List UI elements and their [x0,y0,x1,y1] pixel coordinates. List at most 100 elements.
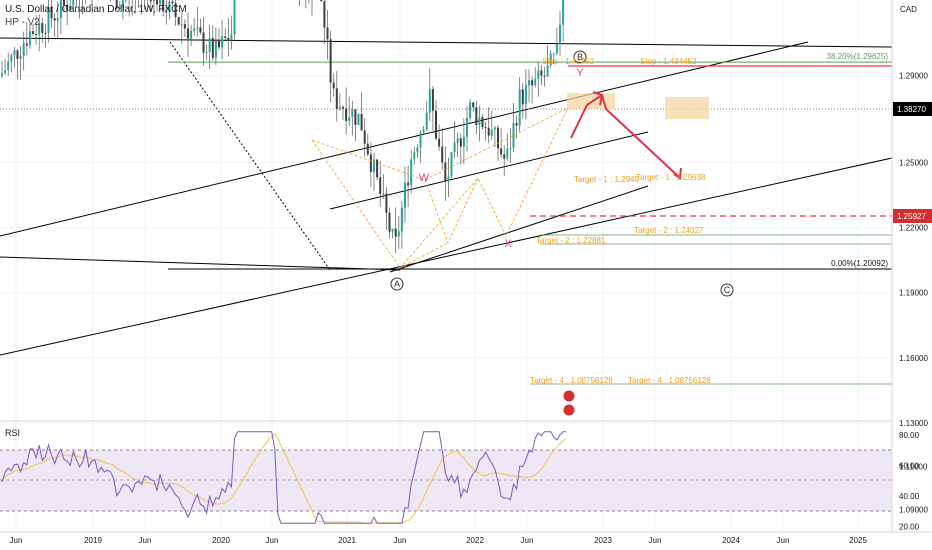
harmonic-legs-3 [399,177,479,269]
candle-body [335,88,338,110]
candle-body [208,38,211,53]
candle-body [506,148,509,159]
candle-body [410,159,413,186]
candle-body [385,193,388,213]
target4-label-1: Target - 4 : 1.08756128 [530,376,613,385]
candle-body [528,80,530,86]
x-tick-label: Jun [10,536,23,545]
current-price-text: 1.38270 [897,105,926,114]
candle-body [44,32,47,34]
candle-body [391,228,394,232]
candle-body [503,154,506,159]
candle-body [400,207,403,232]
candle-body [152,0,155,2]
candle-body [447,176,450,182]
candle-body [487,127,490,136]
candle-body [10,55,13,62]
candle-body [19,55,22,59]
x-ticks: Jun 2019 Jun 2020 Jun 2021 Jun 2022 Jun 2023 Jun 20… [10,536,868,545]
candle-body [509,147,512,149]
candle-body [72,0,75,6]
candle-body [552,53,555,55]
upper-channel-line [0,41,809,237]
x-tick-label: Jun [777,536,790,545]
candle-body [534,78,537,86]
lower-channel-line [0,157,893,356]
forecast-arrows [570,91,682,180]
candle-body [382,193,385,195]
candle-body [196,27,199,29]
candle-body [59,0,62,19]
candle-body [435,110,437,139]
projection-box-1 [567,93,615,109]
candle-body [357,113,360,125]
target4-label-2: Target - 4 : 1.08756128 [628,376,711,385]
projection-box-2 [665,97,709,119]
candle-body [171,1,174,4]
inner-channel-lower [389,185,649,273]
candle-body [540,70,543,76]
candle-body [379,177,382,195]
y-tick-label: 1.25000 [899,158,928,167]
candle-body [16,50,19,59]
wave-c-label: C [724,285,731,295]
candle-body [13,50,16,56]
arrow-down-head [673,167,682,180]
candle-body [562,0,565,25]
event-flags [562,389,576,417]
candle-body [180,24,183,26]
candle-body [323,1,326,28]
x-tick-label: 2019 [84,536,102,545]
candle-body [462,136,465,147]
candle-body [366,143,369,155]
candle-body [456,138,459,143]
x-tick-label: Jun [266,536,279,545]
x-tick-label: 2023 [594,536,612,545]
current-price-badge [893,102,932,116]
candle-body [63,0,65,5]
candle-body [419,132,422,148]
rsi-title: RSI [5,428,21,438]
x-tick-label: Jun [394,536,407,545]
candle-body [459,138,462,147]
candle-body [162,0,165,12]
candle-body [211,38,214,58]
us-flag-icon-2[interactable] [562,403,576,417]
rsi-line [1,431,567,524]
candle-body [7,61,10,70]
y-tick-label: 1.11000 [899,462,928,471]
candle-body [546,65,549,77]
candle-body [388,212,391,232]
candle-body [369,154,372,172]
projection-boxes [567,93,709,119]
candle-body [329,39,332,83]
candle-body [475,107,478,125]
candle-body [543,75,546,77]
candle-body [345,108,348,121]
candle-body [351,109,354,118]
target1-label-1: Target - 1 : 1.29638 [636,173,706,182]
candle-body [481,117,484,128]
candle-body [159,0,162,5]
candle-body [524,85,527,105]
currency-label: CAD [900,5,917,14]
y-tick-label: 1.29000 [899,72,928,81]
stop-label-2: Stop : 1.434452 [640,57,697,66]
us-flag-icon-1[interactable] [562,389,576,403]
indicator-title: HP - V2 [5,17,40,28]
candle-body [332,82,335,89]
x-tick-label: 2021 [338,536,356,545]
rsi-pane [0,420,892,524]
candle-body [521,89,524,105]
candle-body [174,3,177,18]
candle-body [363,130,366,144]
pattern-y-label: Y [576,67,584,79]
candle-body [428,89,431,113]
candle-body [453,142,456,152]
y-tick-label: 1.16000 [899,354,928,363]
candle-body [41,22,44,33]
candle-body [416,147,419,153]
candle-body [512,123,515,148]
